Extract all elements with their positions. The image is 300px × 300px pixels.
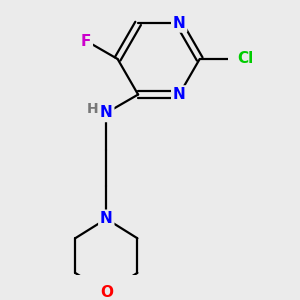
Text: N: N [173, 16, 186, 31]
Text: N: N [173, 87, 186, 102]
Text: Cl: Cl [237, 52, 253, 67]
Text: F: F [81, 34, 91, 49]
Text: N: N [100, 211, 113, 226]
Text: O: O [100, 285, 113, 300]
Text: H: H [87, 102, 98, 116]
Text: N: N [100, 105, 113, 120]
